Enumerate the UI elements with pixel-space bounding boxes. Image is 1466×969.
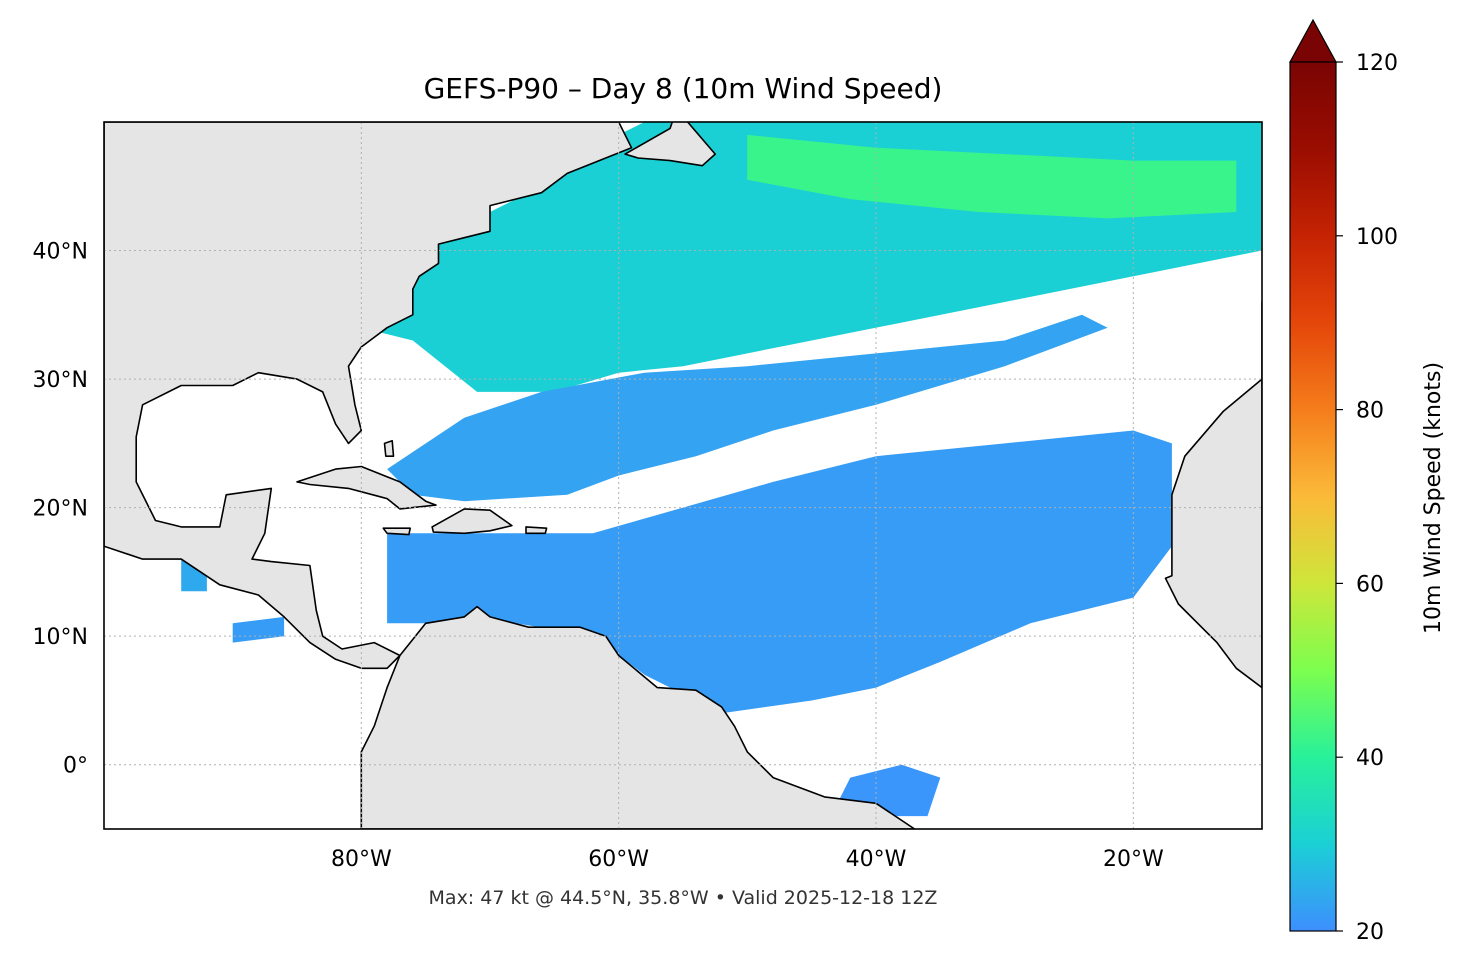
lon-tick-label: 80°W	[331, 847, 392, 872]
colorbar-tick-label: 80	[1356, 399, 1384, 424]
latitude-tick-labels: 40°N 30°N 20°N 10°N 0°	[33, 240, 88, 779]
colorbar: 120 100 80 60 40 20 10m Wind Speed (knots)	[1288, 18, 1446, 945]
colorbar-tick-label: 120	[1356, 51, 1398, 76]
lat-tick-label: 30°N	[33, 368, 88, 393]
land-bahamas-andros	[383, 439, 395, 458]
colorbar-gradient-bar	[1289, 61, 1337, 932]
lat-tick-label: 20°N	[33, 497, 88, 522]
map-title: GEFS-P90 – Day 8 (10m Wind Speed)	[424, 72, 943, 105]
colorbar-ticks: 120 100 80 60 40 20	[1336, 51, 1398, 945]
lat-tick-label: 40°N	[33, 240, 88, 265]
longitude-tick-labels: 80°W 60°W 40°W 20°W	[331, 847, 1164, 872]
colorbar-tick-label: 40	[1356, 746, 1384, 771]
max-wind-footer: Max: 47 kt @ 44.5°N, 35.8°W • Valid 2025…	[429, 887, 938, 909]
lat-tick-label: 0°	[63, 754, 88, 779]
map-frame	[103, 121, 1263, 830]
land-newfoundland	[624, 122, 717, 167]
land-africa	[1164, 301, 1262, 689]
gridlines	[104, 122, 1262, 829]
colorbar-tick-label: 60	[1356, 572, 1384, 597]
lon-tick-label: 40°W	[846, 847, 907, 872]
wind-speed-field	[181, 122, 1262, 817]
lat-tick-label: 10°N	[33, 625, 88, 650]
colorbar-tick-label: 100	[1356, 225, 1398, 250]
land-hispaniola	[431, 508, 513, 535]
lon-tick-label: 60°W	[588, 847, 649, 872]
wind-region-north-atlantic-strong-core	[747, 134, 1237, 219]
wind-region-trade-wind-band	[387, 430, 1172, 714]
land-north-america	[104, 122, 633, 670]
colorbar-extend-arrow	[1288, 18, 1338, 63]
land-layer	[104, 122, 1262, 829]
land-jamaica	[382, 527, 412, 536]
land-cuba	[296, 465, 437, 510]
land-puerto-rico	[525, 526, 548, 535]
wind-region-subtropical-band	[387, 314, 1108, 502]
colorbar-label: 10m Wind Speed (knots)	[1421, 362, 1446, 634]
colorbar-tick-label: 20	[1356, 920, 1384, 945]
map-axes	[103, 121, 1263, 830]
lon-tick-label: 20°W	[1103, 847, 1164, 872]
